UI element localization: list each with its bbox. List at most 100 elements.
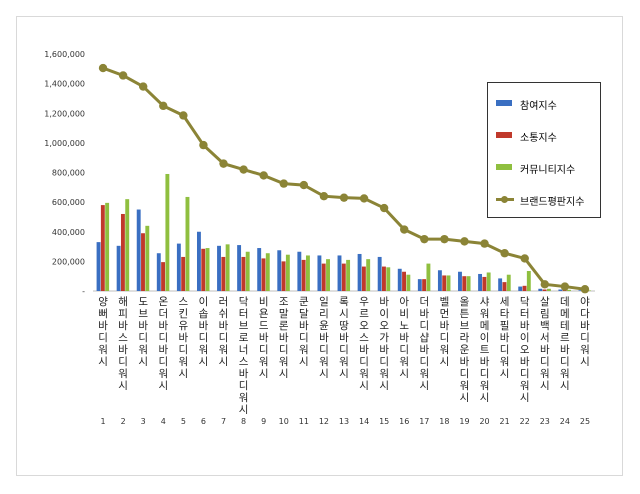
legend-swatch-community <box>496 164 512 170</box>
brand-reputation-point <box>259 171 268 180</box>
bar-participation <box>196 231 201 291</box>
rank-label: 20 <box>479 417 489 426</box>
brand-reputation-point <box>520 254 529 263</box>
chart-plot: - 200,000 400,000 600,000 800,000 1,000,000 1,… <box>44 50 595 426</box>
bar-community <box>526 271 531 291</box>
brand-reputation-point <box>560 282 570 291</box>
bar-community <box>567 289 571 291</box>
brand-reputation-point <box>279 179 288 188</box>
bar-community <box>346 259 351 291</box>
rank-label: 16 <box>399 417 409 426</box>
bar-participation <box>397 268 402 291</box>
bar-communication <box>361 266 366 291</box>
brand-reputation-point <box>420 234 429 244</box>
bar-participation <box>578 290 583 291</box>
rank-label: 6 <box>201 417 206 426</box>
rank-label: 7 <box>221 417 226 426</box>
rank-label: 12 <box>319 417 329 426</box>
bar-participation <box>417 279 422 291</box>
bar-community <box>386 267 391 291</box>
bar-communication <box>181 256 186 291</box>
bar-community <box>406 274 411 291</box>
bar-communication <box>321 263 326 291</box>
bar-participation <box>257 248 262 291</box>
bar-participation <box>458 271 462 291</box>
brand-reputation-point <box>580 285 590 294</box>
bar-community <box>105 202 110 291</box>
bar-communication <box>281 261 286 291</box>
bar-participation <box>297 251 302 291</box>
bar-communication <box>141 233 145 291</box>
bar-communication <box>402 271 406 291</box>
legend-swatch-participation <box>496 100 512 106</box>
brand-reputation-point <box>139 82 148 91</box>
brand-reputation-point <box>159 101 168 111</box>
rank-label: 4 <box>161 417 166 426</box>
bar-participation <box>317 255 322 291</box>
bar-communication <box>120 213 125 291</box>
bar-community <box>285 254 290 291</box>
y-tick-label: - <box>82 287 85 296</box>
bar-communication <box>522 285 527 291</box>
bar-communication <box>201 248 206 291</box>
rank-label: 18 <box>439 417 449 426</box>
legend-swatch-brand-reputation <box>496 196 514 203</box>
brand-reputation-point <box>199 140 208 150</box>
bar-communication <box>241 256 246 291</box>
brand-reputation-point <box>440 234 449 244</box>
brand-reputation-point <box>98 63 108 73</box>
rank-label: 21 <box>500 417 510 426</box>
rank-label: 24 <box>560 417 570 426</box>
bar-community <box>446 275 451 291</box>
brand-reputation-point <box>400 225 409 234</box>
chart-frame: - 200,000 400,000 600,000 800,000 1,000,000 1,… <box>16 16 623 476</box>
rank-label: 17 <box>419 417 429 426</box>
bar-participation <box>558 289 563 291</box>
legend-label-participation: 참여지수 <box>520 101 557 112</box>
bar-participation <box>96 242 101 291</box>
legend-label-communication: 소통지수 <box>520 133 557 144</box>
brand-reputation-point <box>219 159 228 168</box>
bar-participation <box>116 245 121 291</box>
brand-reputation-point <box>239 165 248 174</box>
bar-participation <box>357 253 362 291</box>
rank-label: 19 <box>459 417 469 426</box>
bar-participation <box>538 288 543 291</box>
brand-reputation-point <box>299 180 309 190</box>
rank-label: 25 <box>580 417 590 426</box>
bar-communication <box>382 266 386 291</box>
rank-label: 13 <box>339 417 349 426</box>
bar-community <box>326 259 330 291</box>
bar-participation <box>217 245 221 291</box>
y-tick-label: 1,000,000 <box>44 139 85 148</box>
legend-swatch-communication <box>496 132 512 138</box>
bar-community <box>265 253 270 291</box>
y-tick-label: 1,600,000 <box>44 50 85 59</box>
bar-participation <box>176 243 181 291</box>
bar-communication <box>502 282 507 291</box>
chart-legend: 참여지수 소통지수 커뮤니티지수 브랜드평판지수 <box>487 82 601 218</box>
rank-label: 2 <box>121 417 126 426</box>
rank-label: 14 <box>359 417 369 426</box>
brand-reputation-point <box>118 71 128 80</box>
bar-participation <box>498 278 503 291</box>
bar-communication <box>482 276 487 291</box>
bar-participation <box>237 245 242 291</box>
bar-communication <box>161 262 166 291</box>
y-tick-label: 400,000 <box>52 228 85 237</box>
bar-participation <box>437 270 442 291</box>
rank-label: 10 <box>279 417 289 426</box>
